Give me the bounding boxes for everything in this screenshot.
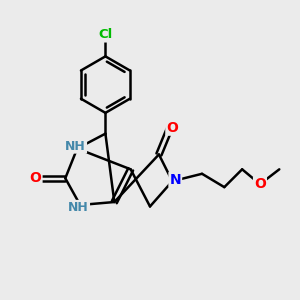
Text: NH: NH [68,201,89,214]
Text: O: O [30,171,41,185]
Text: Cl: Cl [98,28,112,41]
Text: NH: NH [65,140,86,153]
Text: O: O [254,177,266,191]
Text: O: O [167,121,178,135]
Text: N: N [169,173,181,187]
